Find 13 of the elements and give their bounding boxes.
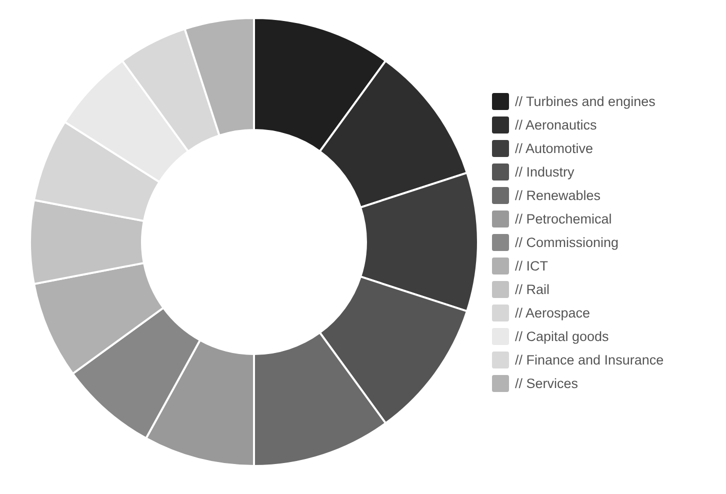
- legend-label: // ICT: [515, 258, 548, 274]
- legend-label: // Turbines and engines: [515, 94, 656, 109]
- legend-label: // Aerospace: [515, 306, 590, 320]
- legend-label: // Aeronautics: [515, 118, 598, 132]
- legend-label: // Rail: [515, 282, 550, 297]
- legend-label: // Commissioning: [515, 235, 619, 250]
- legend-label: // Renewables: [515, 188, 601, 203]
- legend-label: // Industry: [515, 164, 575, 180]
- legend-label: // Automotive: [515, 141, 594, 156]
- legend-label: // Petrochemical: [515, 212, 612, 226]
- legend-label: // Finance and Insurance: [515, 352, 664, 368]
- legend-label: // Services: [515, 376, 578, 391]
- legend-label: // Capital goods: [515, 329, 610, 344]
